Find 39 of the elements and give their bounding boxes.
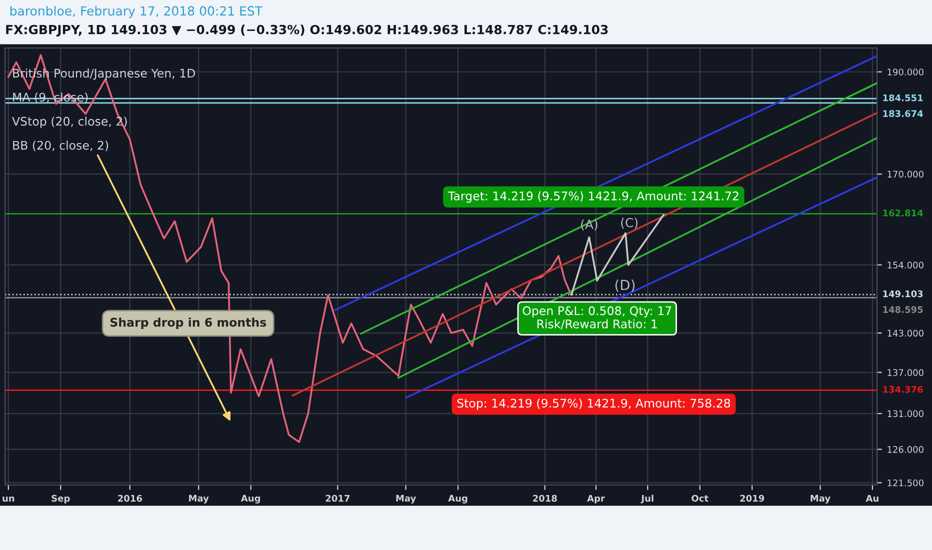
x-tick-label: May (396, 494, 416, 504)
x-tick-label: 2018 (533, 494, 557, 502)
ref-line-label: 148.595 (883, 306, 923, 313)
annotation: Sharp drop in 6 months (110, 318, 266, 330)
ref-line-label: 149.103 (883, 290, 923, 298)
chart-title: FX:GBPJPY, 1D 149.103 ▼ −0.499 (−0.33%) O:149.602 H:149.963 L:148.787 C:149.103 (6, 24, 608, 37)
y-tick-label: 131.000 (888, 410, 924, 418)
x-tick-label: Apr (587, 495, 605, 504)
annotation: Open P&L: 0.508, Qty: 17 Risk/Reward Ratio: 1 (522, 306, 672, 330)
line-series (570, 214, 664, 296)
x-tick-label: May (810, 494, 830, 504)
x-tick-label: 2017 (326, 494, 350, 502)
annotation: (C) (621, 218, 638, 229)
annotation: Stop: 14.219 (9.57%) 1421.9, Amount: 758.28 (457, 398, 730, 410)
y-tick-label: 126.000 (888, 446, 924, 453)
annotation: Target: 14.219 (9.57%) 1421.9, Amount: 1241.72 (448, 191, 738, 203)
y-tick-label: 170.000 (888, 170, 924, 178)
y-tick-label: 137.000 (888, 369, 924, 376)
text: baronbloe, February 17, 2018 00:21 EST (10, 6, 263, 18)
y-tick-label: 154.000 (888, 262, 924, 268)
annotation: (D) (615, 279, 635, 292)
x-tick-label: Oct (692, 494, 708, 502)
ref-line-label: 183.674 (883, 110, 923, 117)
x-tick-label: Aug (240, 494, 260, 504)
y-tick-label: 121.500 (888, 479, 924, 486)
ref-line-label: 162.814 (883, 210, 923, 216)
x-tick-label: 2016 (118, 494, 142, 502)
ref-line-label: 134.376 (883, 386, 923, 393)
x-tick-label: Aug (448, 494, 468, 504)
x-tick-label: Jul (640, 494, 654, 504)
y-tick-label: 143.000 (888, 330, 924, 337)
annotation: BB (20, close, 2) (13, 140, 108, 152)
x-tick-label: Au (866, 495, 878, 502)
x-tick-label: un (2, 496, 14, 502)
x-tick-label: Sep (52, 494, 70, 504)
y-tick-label: 190.000 (888, 68, 924, 76)
ref-line-label: 184.551 (883, 94, 923, 102)
x-tick-label: May (189, 494, 209, 504)
x-tick-label: 2019 (740, 494, 764, 502)
